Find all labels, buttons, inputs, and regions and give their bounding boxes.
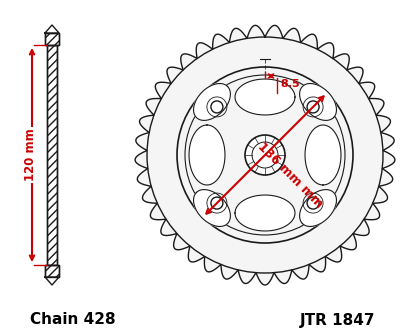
- Text: JTR 1847: JTR 1847: [300, 313, 375, 328]
- Polygon shape: [189, 125, 225, 185]
- Bar: [45, 33, 59, 45]
- Circle shape: [245, 135, 285, 175]
- Polygon shape: [194, 190, 230, 226]
- Circle shape: [307, 197, 319, 209]
- Polygon shape: [300, 190, 336, 226]
- Text: 8.5: 8.5: [280, 79, 300, 89]
- Polygon shape: [235, 79, 295, 115]
- Text: 136 mm mm: 136 mm mm: [255, 140, 326, 210]
- Polygon shape: [194, 84, 230, 120]
- Text: 120 mm: 120 mm: [24, 129, 36, 181]
- Circle shape: [211, 101, 223, 113]
- Polygon shape: [235, 195, 295, 231]
- Circle shape: [211, 197, 223, 209]
- FancyBboxPatch shape: [47, 45, 57, 265]
- Polygon shape: [135, 25, 395, 285]
- Text: Chain 428: Chain 428: [30, 313, 116, 328]
- Polygon shape: [305, 125, 341, 185]
- Polygon shape: [45, 25, 59, 33]
- Bar: [45, 265, 59, 277]
- Bar: [45, 33, 59, 45]
- Bar: [45, 265, 59, 277]
- Circle shape: [307, 101, 319, 113]
- Polygon shape: [45, 277, 59, 285]
- Polygon shape: [300, 84, 336, 120]
